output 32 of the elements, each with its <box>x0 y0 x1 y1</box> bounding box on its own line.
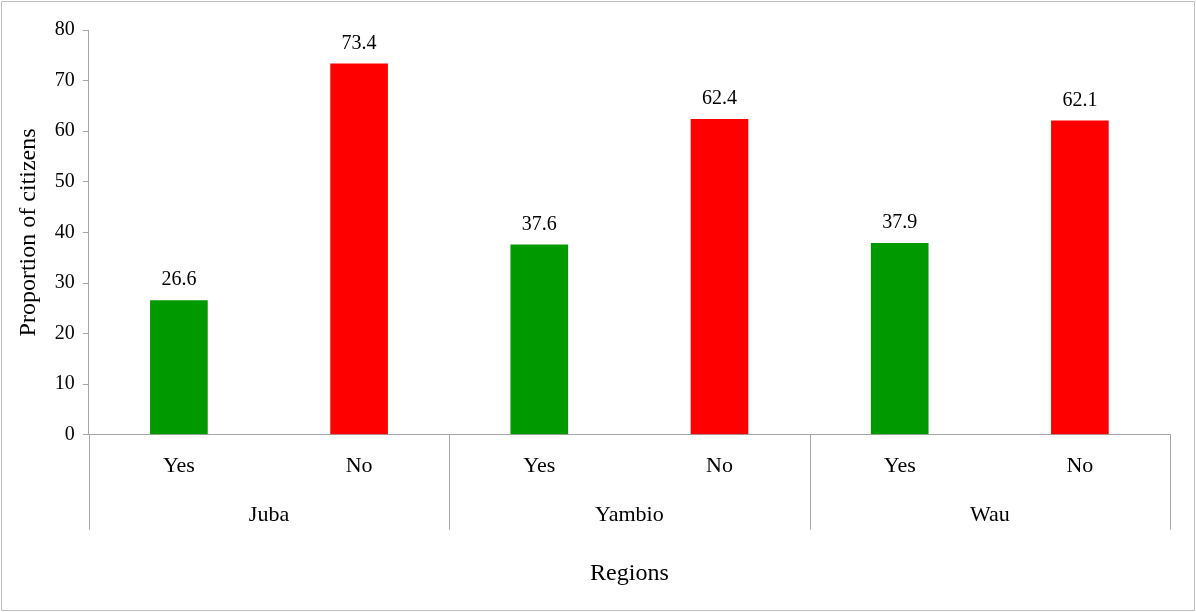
y-tick-label: 50 <box>54 169 75 192</box>
y-tick-label: 80 <box>54 17 75 40</box>
y-axis-title: Proportion of citizens <box>13 128 40 337</box>
bar <box>870 243 929 435</box>
x-tick-label: No <box>1066 451 1094 477</box>
x-tick-label: Yes <box>162 451 195 477</box>
y-tick-label: 0 <box>64 422 75 445</box>
data-label: 73.4 <box>341 30 377 53</box>
text: Wau <box>969 500 1010 526</box>
y-tick-label: 20 <box>54 320 75 343</box>
x-tick-label: No <box>345 451 373 477</box>
y-tick-label: 70 <box>54 67 75 90</box>
data-label: 62.4 <box>702 86 737 109</box>
y-tick-label: 30 <box>54 270 75 293</box>
x-axis-title: Regions <box>590 558 669 585</box>
bar <box>690 119 749 435</box>
bar <box>510 244 569 435</box>
data-label: 62.1 <box>1062 87 1098 110</box>
y-tick-label: 40 <box>54 219 75 242</box>
data-label: 37.6 <box>521 211 557 234</box>
text: Yambio <box>595 500 664 526</box>
y-tick-label: 10 <box>54 371 75 394</box>
data-label: 26.6 <box>161 267 197 290</box>
data-label: 37.9 <box>882 210 918 233</box>
text: Juba <box>248 500 290 526</box>
x-tick-label: No <box>706 451 733 477</box>
bar <box>1051 120 1109 435</box>
x-tick-label: Yes <box>883 451 916 477</box>
bar <box>330 63 388 435</box>
x-tick-label: Yes <box>523 451 556 477</box>
bar <box>150 300 208 435</box>
y-tick-label: 60 <box>54 118 75 141</box>
